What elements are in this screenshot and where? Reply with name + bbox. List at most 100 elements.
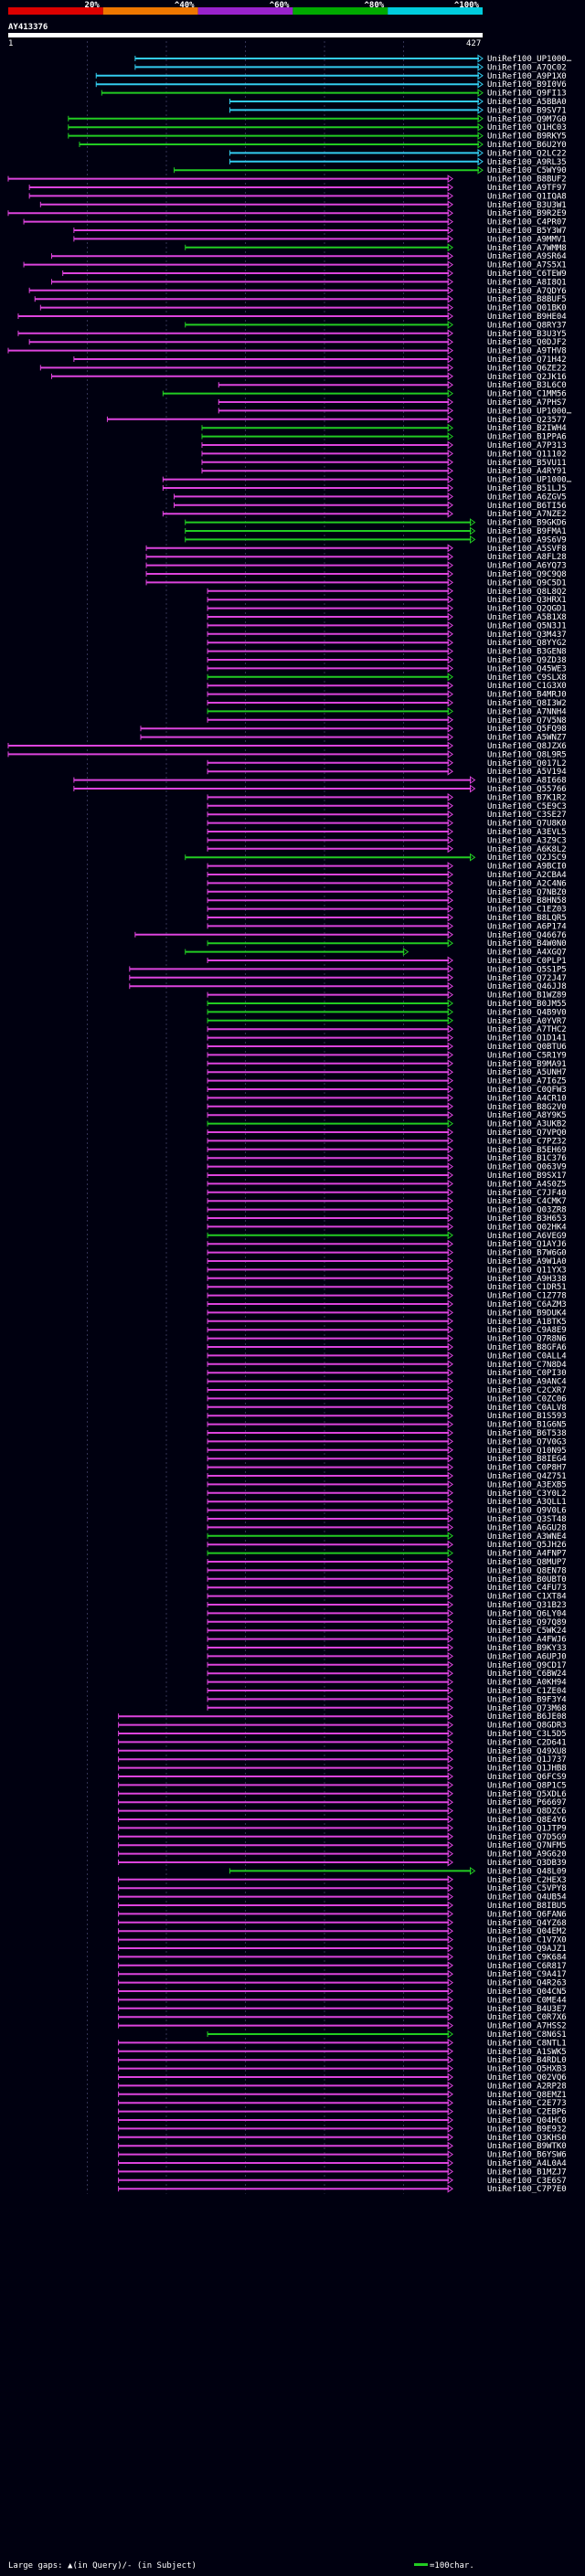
- hit-label[interactable]: UniRef100_C0ALV8: [487, 1404, 567, 1413]
- hit-label[interactable]: UniRef100_Q3KHS0: [487, 2134, 567, 2143]
- hit-label[interactable]: UniRef100_C8NTL1: [487, 2039, 567, 2048]
- hit-label[interactable]: UniRef100_C8N6S1: [487, 2030, 567, 2040]
- hit-label[interactable]: UniRef100_A0YVR7: [487, 1017, 567, 1026]
- hit-label[interactable]: UniRef100_A7HSS2: [487, 2022, 567, 2031]
- hit-label[interactable]: UniRef100_C7P7E0: [487, 2185, 567, 2194]
- hit-label[interactable]: UniRef100_A7WMM8: [487, 244, 567, 253]
- hit-label[interactable]: UniRef100_A5SVF8: [487, 545, 567, 554]
- hit-label[interactable]: UniRef100_A0KH94: [487, 1679, 567, 1688]
- hit-label[interactable]: UniRef100_B7W6G0: [487, 1249, 567, 1258]
- hit-label[interactable]: UniRef100_Q1D141: [487, 1034, 567, 1044]
- hit-label[interactable]: UniRef100_C3L5D5: [487, 1730, 567, 1739]
- hit-label[interactable]: UniRef100_B6T538: [487, 1429, 567, 1438]
- hit-label[interactable]: UniRef100_Q11102: [487, 450, 567, 459]
- hit-label[interactable]: UniRef100_Q6LY04: [487, 1609, 567, 1618]
- hit-label[interactable]: UniRef100_A4S0Z5: [487, 1180, 567, 1189]
- hit-label[interactable]: UniRef100_Q04CN5: [487, 1988, 567, 1997]
- hit-label[interactable]: UniRef100_Q7U8K0: [487, 820, 567, 829]
- hit-label[interactable]: UniRef100_Q6FAN6: [487, 1910, 567, 1919]
- hit-label[interactable]: UniRef100_C1MM56: [487, 390, 567, 399]
- hit-label[interactable]: UniRef100_Q71H42: [487, 355, 567, 365]
- hit-label[interactable]: UniRef100_Q7V5N8: [487, 716, 567, 726]
- hit-label[interactable]: UniRef100_C0PLP1: [487, 957, 567, 966]
- hit-label[interactable]: UniRef100_C1DR51: [487, 1283, 567, 1292]
- hit-label[interactable]: UniRef100_B9FMA1: [487, 527, 567, 536]
- hit-label[interactable]: UniRef100_C0PI30: [487, 1369, 567, 1378]
- hit-label[interactable]: UniRef100_Q4Z751: [487, 1472, 567, 1481]
- hit-label[interactable]: UniRef100_B6TI56: [487, 502, 567, 511]
- hit-label[interactable]: UniRef100_A4FWJ6: [487, 1636, 567, 1645]
- hit-label[interactable]: UniRef100_B9KY33: [487, 1644, 567, 1653]
- hit-label[interactable]: UniRef100_A1BTK5: [487, 1318, 567, 1327]
- hit-label[interactable]: UniRef100_A8I8Q1: [487, 278, 567, 287]
- hit-label[interactable]: UniRef100_A9BCI0: [487, 863, 567, 872]
- hit-label[interactable]: UniRef100_A9ANC4: [487, 1378, 567, 1387]
- hit-label[interactable]: UniRef100_B9GKD6: [487, 519, 567, 528]
- hit-label[interactable]: UniRef100_B1WZ89: [487, 991, 567, 1001]
- hit-label[interactable]: UniRef100_Q7NFM5: [487, 1841, 567, 1850]
- hit-label[interactable]: UniRef100_B3U3W1: [487, 201, 567, 210]
- hit-label[interactable]: UniRef100_A7NZE2: [487, 510, 567, 519]
- hit-label[interactable]: UniRef100_A9TF97: [487, 184, 567, 193]
- hit-label[interactable]: UniRef100_A7NNH4: [487, 707, 567, 716]
- hit-label[interactable]: UniRef100_A7THC2: [487, 1025, 567, 1034]
- hit-label[interactable]: UniRef100_Q8EN78: [487, 1566, 567, 1575]
- hit-label[interactable]: UniRef100_Q8RY37: [487, 321, 567, 330]
- hit-label[interactable]: UniRef100_A9P1X0: [487, 72, 567, 81]
- hit-label[interactable]: UniRef100_B8IBU5: [487, 1902, 567, 1911]
- hit-label[interactable]: UniRef100_C6R817: [487, 1962, 567, 1971]
- hit-label[interactable]: UniRef100_B8LQR5: [487, 914, 567, 923]
- hit-label[interactable]: UniRef100_A5UNH7: [487, 1068, 567, 1077]
- hit-label[interactable]: UniRef100_C9SLX8: [487, 673, 567, 683]
- hit-label[interactable]: UniRef100_Q4B9V0: [487, 1008, 567, 1017]
- hit-label[interactable]: UniRef100_Q6FCS9: [487, 1773, 567, 1782]
- hit-label[interactable]: UniRef100_B9F3Y4: [487, 1695, 567, 1704]
- hit-label[interactable]: UniRef100_C1XT84: [487, 1593, 567, 1602]
- hit-label[interactable]: UniRef100_Q5HXB3: [487, 2065, 567, 2074]
- hit-label[interactable]: UniRef100_A6GU28: [487, 1523, 567, 1532]
- hit-label[interactable]: UniRef100_A5B1X8: [487, 613, 567, 622]
- hit-label[interactable]: UniRef100_C1G3X0: [487, 682, 567, 691]
- hit-label[interactable]: UniRef100_Q2QGD1: [487, 605, 567, 614]
- hit-label[interactable]: UniRef100_B6U2Y0: [487, 141, 567, 150]
- hit-label[interactable]: UniRef100_Q9FI13: [487, 90, 567, 99]
- hit-label[interactable]: UniRef100_A5WNZ7: [487, 734, 567, 743]
- hit-label[interactable]: UniRef100_C7N8D4: [487, 1361, 567, 1370]
- hit-label[interactable]: UniRef100_B7K1R2: [487, 793, 567, 802]
- hit-label[interactable]: UniRef100_B0JM55: [487, 1000, 567, 1009]
- hit-label[interactable]: UniRef100_C6AZM3: [487, 1300, 567, 1309]
- hit-label[interactable]: UniRef100_B8G2V0: [487, 1103, 567, 1112]
- hit-label[interactable]: UniRef100_Q8E4Y6: [487, 1816, 567, 1825]
- hit-label[interactable]: UniRef100_Q0DJF2: [487, 338, 567, 347]
- hit-label[interactable]: UniRef100_Q7NBZ0: [487, 888, 567, 897]
- hit-label[interactable]: UniRef100_A9THV8: [487, 347, 567, 356]
- hit-label[interactable]: UniRef100_Q2LC22: [487, 149, 567, 158]
- hit-label[interactable]: UniRef100_Q4YZ68: [487, 1919, 567, 1928]
- hit-label[interactable]: UniRef100_C2EBP6: [487, 2108, 567, 2117]
- hit-label[interactable]: UniRef100_C5R1Y9: [487, 1051, 567, 1060]
- hit-label[interactable]: UniRef100_Q9V0L6: [487, 1507, 567, 1516]
- hit-label[interactable]: UniRef100_C3SE27: [487, 811, 567, 820]
- hit-label[interactable]: UniRef100_A4XGQ7: [487, 949, 567, 958]
- hit-label[interactable]: UniRef100_A4RY91: [487, 467, 567, 476]
- hit-label[interactable]: UniRef100_C4CMK7: [487, 1197, 567, 1206]
- hit-label[interactable]: UniRef100_Q3DB39: [487, 1859, 567, 1868]
- hit-label[interactable]: UniRef100_A7P313: [487, 441, 567, 451]
- hit-label[interactable]: UniRef100_UP1000…: [487, 407, 572, 416]
- hit-label[interactable]: UniRef100_UP1000…: [487, 476, 572, 485]
- hit-label[interactable]: UniRef100_B9R2E9: [487, 209, 567, 218]
- hit-label[interactable]: UniRef100_Q3HRX1: [487, 596, 567, 605]
- hit-label[interactable]: UniRef100_A8I668: [487, 777, 567, 786]
- hit-label[interactable]: UniRef100_B9HE04: [487, 313, 567, 322]
- hit-label[interactable]: UniRef100_Q3ST48: [487, 1515, 567, 1524]
- hit-label[interactable]: UniRef100_Q1HC03: [487, 123, 567, 133]
- hit-label[interactable]: UniRef100_Q1IQA8: [487, 192, 567, 201]
- hit-label[interactable]: UniRef100_Q02VQ6: [487, 2073, 567, 2083]
- hit-label[interactable]: UniRef100_C0P8H7: [487, 1464, 567, 1473]
- hit-label[interactable]: UniRef100_Q8I3W2: [487, 699, 567, 708]
- hit-label[interactable]: UniRef100_Q49XU8: [487, 1747, 567, 1756]
- hit-label[interactable]: UniRef100_Q8GDR3: [487, 1722, 567, 1731]
- hit-label[interactable]: UniRef100_Q31B23: [487, 1601, 567, 1610]
- hit-label[interactable]: UniRef100_B8BUF5: [487, 295, 567, 304]
- hit-label[interactable]: UniRef100_Q7D5G9: [487, 1833, 567, 1842]
